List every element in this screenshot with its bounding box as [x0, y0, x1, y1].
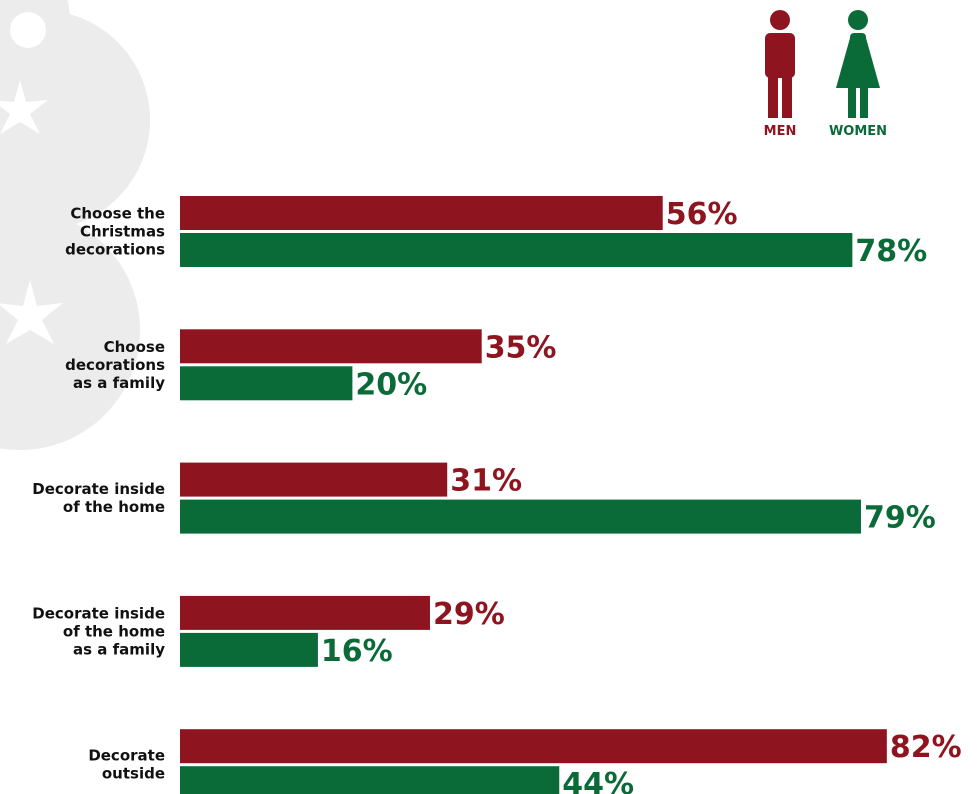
- women-icon: [836, 10, 880, 118]
- bar: [180, 766, 560, 794]
- category-label: of the home: [63, 622, 165, 640]
- value-label: 78%: [855, 234, 927, 269]
- legend-label: MEN: [764, 124, 797, 139]
- category-label: Choose the: [70, 205, 165, 223]
- bar: [180, 595, 430, 630]
- category-label: decorations: [65, 356, 165, 374]
- value-label: 79%: [864, 501, 936, 536]
- bar: [180, 462, 448, 497]
- men-icon: [765, 10, 795, 118]
- value-label: 20%: [355, 367, 427, 402]
- background-decoration: [0, 0, 150, 450]
- value-label: 16%: [321, 634, 393, 669]
- value-label: 35%: [485, 330, 557, 365]
- category-label: Decorate inside: [32, 480, 165, 498]
- value-label: 31%: [450, 464, 522, 499]
- legend: [765, 10, 880, 118]
- legend-label: WOMEN: [829, 124, 887, 139]
- value-label: 29%: [433, 597, 505, 632]
- bar: [180, 499, 861, 534]
- category-label: as a family: [73, 640, 165, 658]
- category-label: Decorate: [88, 747, 165, 765]
- bar: [180, 233, 853, 267]
- bar: [180, 729, 887, 764]
- category-label: outside: [102, 765, 165, 783]
- category-label: as a family: [73, 374, 165, 392]
- bar: [180, 196, 663, 230]
- bar: [180, 366, 353, 401]
- value-label: 82%: [890, 730, 962, 765]
- category-label: Choose: [104, 338, 165, 356]
- category-label: Decorate inside: [32, 604, 165, 622]
- bar: [180, 632, 318, 667]
- category-label: decorations: [65, 241, 165, 259]
- value-label: 56%: [666, 197, 738, 232]
- category-label: Christmas: [80, 223, 165, 241]
- category-label: of the home: [63, 498, 165, 516]
- bar: [180, 329, 482, 364]
- value-label: 44%: [562, 767, 634, 794]
